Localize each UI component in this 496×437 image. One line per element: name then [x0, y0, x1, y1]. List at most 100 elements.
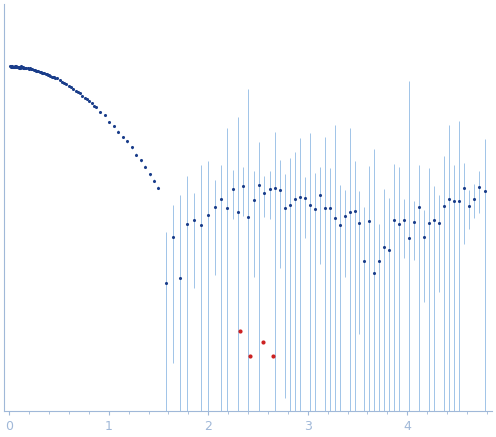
Point: [43, 70, 51, 77]
Point: [123, 138, 131, 145]
Point: [465, 202, 473, 209]
Point: [425, 219, 433, 226]
Point: [96, 108, 104, 115]
Point: [271, 184, 279, 191]
Point: [88, 100, 96, 107]
Point: [217, 196, 225, 203]
Point: [22, 65, 30, 72]
Point: [7, 63, 15, 70]
Point: [341, 213, 349, 220]
Point: [11, 63, 19, 70]
Point: [50, 74, 58, 81]
Point: [136, 157, 144, 164]
Point: [14, 63, 22, 70]
Point: [316, 191, 324, 198]
Point: [266, 186, 274, 193]
Point: [9, 63, 17, 70]
Point: [163, 280, 171, 287]
Point: [26, 65, 34, 72]
Point: [155, 184, 163, 191]
Point: [481, 187, 489, 194]
Point: [306, 201, 313, 208]
Point: [62, 81, 70, 88]
Point: [33, 67, 41, 74]
Point: [460, 185, 468, 192]
Point: [40, 70, 48, 77]
Point: [10, 63, 18, 70]
Point: [11, 63, 19, 70]
Point: [105, 118, 113, 125]
Point: [90, 102, 98, 109]
Point: [301, 195, 309, 202]
Point: [190, 217, 198, 224]
Point: [119, 133, 126, 140]
Point: [361, 257, 369, 264]
Point: [17, 63, 25, 70]
Point: [7, 63, 15, 70]
Point: [51, 74, 59, 81]
Point: [356, 219, 364, 226]
Point: [259, 338, 267, 345]
Point: [321, 205, 329, 212]
Point: [78, 93, 86, 100]
Point: [286, 202, 294, 209]
Point: [32, 67, 40, 74]
Point: [13, 63, 21, 70]
Point: [150, 177, 158, 184]
Point: [28, 66, 36, 73]
Point: [17, 64, 25, 71]
Point: [16, 65, 24, 72]
Point: [395, 221, 403, 228]
Point: [64, 83, 72, 90]
Point: [81, 94, 89, 101]
Point: [380, 244, 388, 251]
Point: [25, 66, 33, 73]
Point: [21, 65, 29, 72]
Point: [16, 65, 24, 72]
Point: [69, 86, 77, 93]
Point: [18, 63, 26, 70]
Point: [177, 274, 185, 281]
Point: [346, 208, 354, 215]
Point: [366, 218, 373, 225]
Point: [430, 217, 438, 224]
Point: [250, 196, 258, 203]
Point: [435, 219, 443, 226]
Point: [20, 64, 28, 71]
Point: [19, 64, 27, 71]
Point: [92, 104, 100, 111]
Point: [36, 69, 44, 76]
Point: [37, 69, 45, 76]
Point: [390, 216, 398, 223]
Point: [76, 90, 84, 97]
Point: [440, 203, 448, 210]
Point: [34, 68, 42, 75]
Point: [371, 270, 378, 277]
Point: [56, 76, 63, 83]
Point: [184, 221, 191, 228]
Point: [27, 66, 35, 73]
Point: [6, 62, 14, 69]
Point: [71, 87, 79, 94]
Point: [326, 205, 334, 212]
Point: [45, 72, 53, 79]
Point: [74, 89, 82, 96]
Point: [58, 78, 66, 85]
Point: [415, 203, 423, 210]
Point: [38, 69, 46, 76]
Point: [239, 183, 247, 190]
Point: [336, 222, 344, 229]
Point: [132, 151, 140, 158]
Point: [110, 122, 118, 129]
Point: [8, 63, 16, 70]
Point: [204, 212, 212, 218]
Point: [445, 196, 453, 203]
Point: [420, 233, 428, 240]
Point: [9, 63, 17, 70]
Point: [13, 63, 21, 70]
Point: [12, 64, 20, 71]
Point: [85, 98, 93, 105]
Point: [44, 71, 52, 78]
Point: [475, 184, 483, 191]
Point: [12, 63, 20, 70]
